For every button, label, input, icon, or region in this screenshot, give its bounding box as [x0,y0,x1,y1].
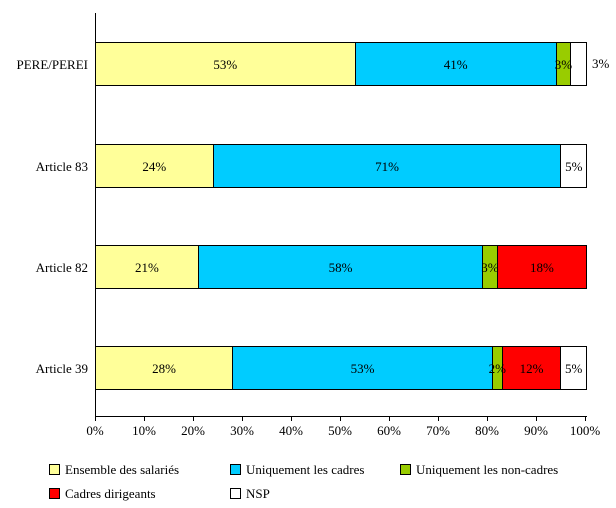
legend-label: Uniquement les non-cadres [416,462,559,477]
segment-label: 2% [488,360,506,376]
legend-swatch [400,464,411,475]
legend-item: NSP [230,487,270,500]
legend-swatch [49,464,60,475]
x-axis-tick [585,417,586,421]
bar-segment: 53% [233,347,493,389]
bar-segment: 2% [489,347,506,389]
x-axis-tick-label: 60% [377,423,401,438]
legend-item: Cadres dirigeants [49,487,156,500]
legend-item: Ensemble des salariés [49,463,179,476]
segment-label: 71% [375,158,399,174]
x-axis-line [95,416,587,417]
bar-segment: 18% [497,246,586,288]
bar-row: 28% 53% 2% 12% 5% [95,346,587,390]
bar-segment: 28% [96,347,234,389]
bar-row: 21% 58% 3% 18% [95,245,587,289]
x-axis-tick [95,417,96,421]
segment-label: 12% [519,360,544,376]
legend-label: NSP [246,486,270,501]
y-axis-line [95,13,96,417]
category-label: Article 83 [35,159,88,174]
x-axis-tick-label: 30% [230,423,254,438]
legend-label: Ensemble des salariés [65,462,180,477]
bar-segment: 3% [554,43,573,85]
legend-label: Uniquement les cadres [246,462,365,477]
x-axis-tick [536,417,537,421]
segment-label: 5% [565,360,583,376]
legend-label: Cadres dirigeants [65,486,156,501]
legend-swatch [230,488,241,499]
category-label: Article 39 [35,361,88,376]
bar-segment [571,43,586,85]
x-axis-tick [438,417,439,421]
x-axis-tick [389,417,390,421]
x-axis-tick [291,417,292,421]
legend-swatch [49,488,60,499]
bar-segment: 24% [96,145,214,187]
x-axis-tick-label: 20% [181,423,205,438]
bar-segment: 41% [355,43,557,85]
category-label: PERE/PEREI [16,57,88,72]
segment-label: 5% [565,158,583,174]
bar-segment: 53% [96,43,356,85]
segment-label: 3% [481,259,499,275]
segment-label: 18% [529,259,554,275]
segment-label: 41% [443,56,468,72]
legend-item: Uniquement les non-cadres [400,463,558,476]
bar-segment: 12% [502,347,562,389]
x-axis-tick-label: 80% [475,423,499,438]
x-axis-tick-label: 100% [569,423,601,438]
segment-label: 24% [142,158,167,174]
bar-segment: 21% [96,246,199,288]
segment-label: 53% [350,360,375,376]
x-axis-tick-label: 10% [132,423,156,438]
segment-label: 58% [328,259,353,275]
bar-segment: 5% [561,145,586,187]
x-axis-tick-label: 0% [86,423,104,438]
bar-segment: 3% [481,246,499,288]
bar-segment: 58% [198,246,484,288]
bar-row: 53% 41% 3% 3% [95,42,609,86]
x-axis-tick [340,417,341,421]
segment-label: 53% [213,56,238,72]
x-axis-tick-label: 90% [524,423,548,438]
segment-label: 28% [152,360,177,376]
x-axis-tick [144,417,145,421]
bar-segment: 5% [561,347,586,389]
segment-label: 3% [554,56,573,72]
segment-label: 21% [135,259,159,275]
x-axis-tick-label: 40% [279,423,303,438]
legend-item: Uniquement les cadres [230,463,364,476]
legend-swatch [230,464,241,475]
x-axis-tick [487,417,488,421]
bar-row: 24% 71% 5% [95,144,587,188]
x-axis-tick [242,417,243,421]
x-axis-tick-label: 70% [426,423,450,438]
x-axis-tick [193,417,194,421]
x-axis-tick-label: 50% [328,423,352,438]
segment-label-outside: 3% [592,56,610,71]
bar-segment: 71% [213,145,562,187]
category-label: Article 82 [35,260,88,275]
